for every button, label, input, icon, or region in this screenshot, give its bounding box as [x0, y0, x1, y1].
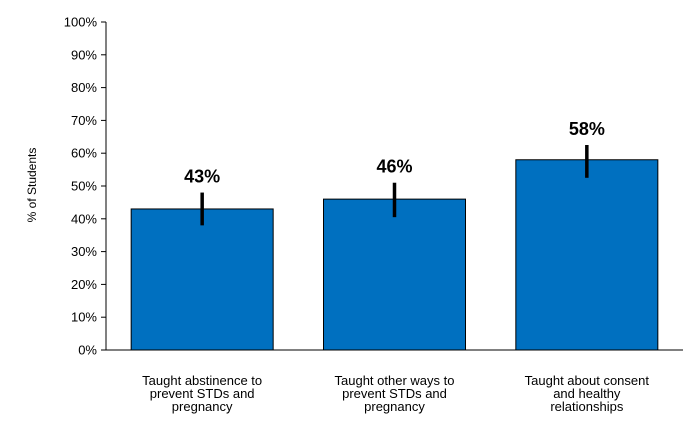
y-tick-label: 60%: [71, 146, 97, 161]
y-tick-label: 20%: [71, 277, 97, 292]
y-tick-label: 0%: [78, 343, 97, 358]
y-tick-label: 10%: [71, 310, 97, 325]
y-axis-ticks: 0% 10% 20% 30% 40% 50% 60% 70% 80% 90% 100%: [64, 15, 106, 358]
category-label: Taught other ways to prevent STDs and preg…: [335, 373, 455, 414]
y-tick-label: 100%: [64, 15, 98, 30]
category-label-line: prevent STDs and: [150, 386, 255, 401]
data-label: 43%: [184, 167, 220, 187]
category-label-line: prevent STDs and: [342, 386, 447, 401]
category-label-line: Taught other ways to: [335, 373, 455, 388]
y-axis-label: % of Students: [25, 148, 39, 223]
category-label-line: Taught abstinence to: [142, 373, 262, 388]
category-labels: Taught abstinence to prevent STDs and preg…: [142, 373, 649, 414]
category-label-line: relationships: [550, 399, 623, 414]
data-label: 46%: [376, 157, 412, 177]
category-label-line: pregnancy: [172, 399, 233, 414]
category-label-line: and healthy: [553, 386, 621, 401]
bars-group: 43% 46% 58%: [130, 119, 659, 351]
y-tick-label: 50%: [71, 179, 97, 194]
category-label-line: Taught about consent: [525, 373, 650, 388]
bar: [323, 198, 466, 351]
y-tick-label: 40%: [71, 211, 97, 226]
y-tick-label: 70%: [71, 113, 97, 128]
bar: [130, 208, 274, 351]
y-tick-label: 30%: [71, 244, 97, 259]
y-tick-label: 90%: [71, 47, 97, 62]
bar: [515, 159, 659, 351]
category-label-line: pregnancy: [364, 399, 425, 414]
category-label: Taught abstinence to prevent STDs and preg…: [142, 373, 262, 414]
data-label: 58%: [569, 119, 605, 139]
category-label: Taught about consent and healthy relations…: [525, 373, 650, 414]
y-tick-label: 80%: [71, 80, 97, 95]
